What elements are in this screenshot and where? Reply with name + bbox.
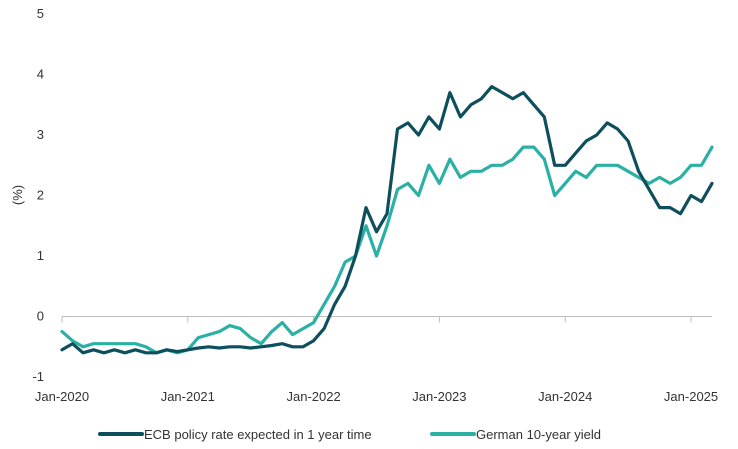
- x-tick-label: Jan-2025: [664, 389, 718, 404]
- y-tick-label: 2: [37, 188, 44, 203]
- x-axis: Jan-2020 Jan-2021 Jan-2022 Jan-2023 Jan-2024…: [35, 316, 718, 404]
- legend: ECB policy rate expected in 1 year time G…: [98, 427, 601, 442]
- series-line-1: [60, 145, 714, 355]
- y-tick-label: 5: [37, 6, 44, 21]
- x-tick-label: Jan-2021: [161, 389, 215, 404]
- y-tick-label: 1: [37, 248, 44, 263]
- series-lines: [60, 85, 714, 355]
- series-line-0: [60, 85, 714, 355]
- y-axis-label: (%): [10, 185, 25, 205]
- x-tick-label: Jan-2023: [412, 389, 466, 404]
- y-tick-label: 0: [37, 309, 44, 324]
- y-tick-label: 3: [37, 127, 44, 142]
- x-tick-label: Jan-2022: [287, 389, 341, 404]
- y-tick-label: -1: [32, 369, 44, 384]
- x-tick-label: Jan-2020: [35, 389, 89, 404]
- legend-label-1: German 10-year yield: [476, 427, 601, 442]
- legend-label-0: ECB policy rate expected in 1 year time: [144, 427, 372, 442]
- x-tick-label: Jan-2024: [538, 389, 592, 404]
- y-tick-label: 4: [37, 67, 44, 82]
- y-axis-ticks: -1 0 1 2 3 4 5: [32, 6, 44, 384]
